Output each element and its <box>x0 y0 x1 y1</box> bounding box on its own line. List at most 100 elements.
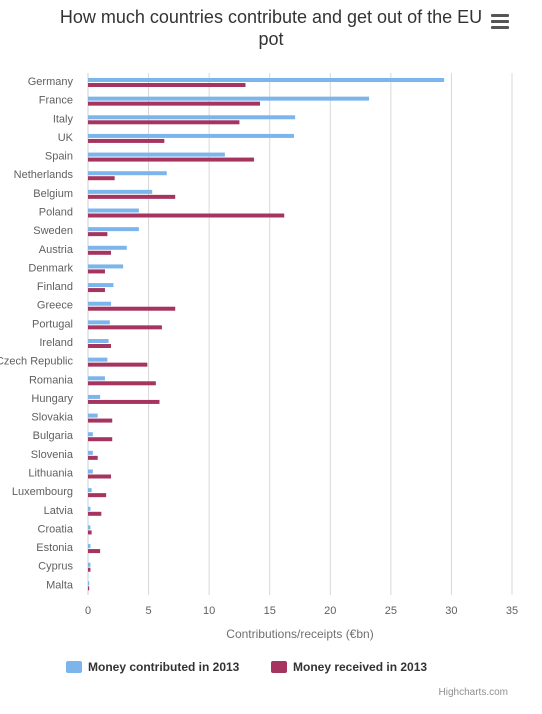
legend-label-received: Money received in 2013 <box>293 660 428 674</box>
bar-contributed-cyprus <box>88 562 91 567</box>
bar-received-austria <box>88 250 112 255</box>
category-label-latvia: Latvia <box>44 505 74 517</box>
chart-title-line-1: How much countries contribute and get ou… <box>59 7 483 27</box>
bar-contributed-slovakia <box>88 413 98 418</box>
bar-received-hungary <box>88 399 160 404</box>
bar-contributed-portugal <box>88 320 110 325</box>
bar-contributed-estonia <box>88 544 91 549</box>
bar-contributed-poland <box>88 208 139 213</box>
category-label-lithuania: Lithuania <box>28 468 74 480</box>
bar-received-france <box>88 101 261 106</box>
category-label-uk: UK <box>58 132 74 144</box>
category-label-sweden: Sweden <box>33 225 73 237</box>
bar-contributed-czech-republic <box>88 357 108 362</box>
category-label-greece: Greece <box>37 300 73 312</box>
bar-contributed-germany <box>88 78 445 82</box>
category-label-malta: Malta <box>46 579 74 591</box>
bar-contributed-croatia <box>88 525 91 530</box>
bar-received-denmark <box>88 269 105 274</box>
bar-received-cyprus <box>88 567 91 572</box>
bar-contributed-greece <box>88 301 112 306</box>
x-tick-label-30: 30 <box>445 605 457 617</box>
bar-contributed-lithuania <box>88 469 93 474</box>
bar-contributed-latvia <box>88 506 91 511</box>
category-label-slovakia: Slovakia <box>31 412 73 424</box>
category-label-estonia: Estonia <box>36 542 74 554</box>
bar-received-netherlands <box>88 176 115 181</box>
bar-received-luxembourg <box>88 493 107 498</box>
category-label-croatia: Croatia <box>38 523 74 535</box>
bar-contributed-romania <box>88 376 105 381</box>
bar-contributed-slovenia <box>88 450 93 455</box>
bar-contributed-hungary <box>88 394 101 399</box>
category-label-hungary: Hungary <box>31 393 73 405</box>
bar-received-ireland <box>88 344 112 348</box>
legend-item-contributed[interactable]: Money contributed in 2013 <box>66 660 239 674</box>
bar-received-lithuania <box>88 474 112 479</box>
bar-contributed-denmark <box>88 264 124 269</box>
bar-received-slovenia <box>88 455 98 460</box>
legend-label-contributed: Money contributed in 2013 <box>88 660 240 674</box>
bar-chart: 0 5 10 15 20 25 30 35 Contributions/receipts (€b… <box>0 73 518 641</box>
x-tick-label-0: 0 <box>85 605 91 617</box>
bar-received-romania <box>88 381 156 386</box>
x-axis-title: Contributions/receipts (€bn) <box>226 627 373 641</box>
bar-contributed-sweden <box>88 227 139 232</box>
category-label-netherlands: Netherlands <box>14 169 74 181</box>
credits-link[interactable]: Highcharts.com <box>438 687 508 698</box>
bar-received-slovakia <box>88 418 113 423</box>
bar-received-spain <box>88 157 254 162</box>
bar-received-uk <box>88 138 165 143</box>
bar-received-malta <box>88 586 90 591</box>
category-label-cyprus: Cyprus <box>38 561 73 573</box>
category-label-poland: Poland <box>39 207 73 219</box>
category-label-bulgaria: Bulgaria <box>33 430 74 442</box>
bar-received-belgium <box>88 194 176 199</box>
legend-swatch-received <box>271 661 287 673</box>
x-tick-label-5: 5 <box>146 605 152 617</box>
bar-received-czech-republic <box>88 362 148 367</box>
x-tick-label-10: 10 <box>203 605 215 617</box>
bar-contributed-france <box>88 96 370 101</box>
bar-contributed-netherlands <box>88 171 167 176</box>
category-label-germany: Germany <box>28 76 74 88</box>
x-tick-label-20: 20 <box>324 605 336 617</box>
bar-contributed-spain <box>88 152 225 157</box>
bar-contributed-bulgaria <box>88 432 93 437</box>
bar-contributed-ireland <box>88 339 109 343</box>
bar-received-italy <box>88 120 240 125</box>
category-label-slovenia: Slovenia <box>31 449 74 461</box>
category-label-portugal: Portugal <box>32 318 73 330</box>
chart-title-line-2: pot <box>258 29 284 49</box>
x-tick-label-25: 25 <box>385 605 397 617</box>
bar-contributed-luxembourg <box>88 488 92 493</box>
bar-received-greece <box>88 306 176 311</box>
legend-item-received[interactable]: Money received in 2013 <box>271 660 427 674</box>
category-label-spain: Spain <box>45 151 73 163</box>
bar-contributed-italy <box>88 115 296 120</box>
category-label-denmark: Denmark <box>28 262 73 274</box>
bar-contributed-austria <box>88 245 127 250</box>
category-label-italy: Italy <box>53 113 74 125</box>
category-label-romania: Romania <box>29 374 74 386</box>
category-label-finland: Finland <box>37 281 73 293</box>
bar-contributed-finland <box>88 283 114 288</box>
category-label-france: France <box>39 95 73 107</box>
hamburger-menu-icon[interactable] <box>488 12 512 32</box>
bar-received-croatia <box>88 530 92 535</box>
bar-received-estonia <box>88 549 101 554</box>
chart-title: How much countries contribute and get ou… <box>0 6 542 50</box>
bar-received-poland <box>88 213 285 218</box>
category-label-austria: Austria <box>39 244 74 256</box>
category-label-belgium: Belgium <box>33 188 73 200</box>
bar-received-sweden <box>88 232 108 237</box>
bar-contributed-malta <box>88 581 90 586</box>
category-label-ireland: Ireland <box>39 337 73 349</box>
bar-contributed-uk <box>88 133 294 138</box>
legend-swatch-contributed <box>66 661 82 673</box>
x-tick-label-15: 15 <box>264 605 276 617</box>
bar-contributed-belgium <box>88 189 153 194</box>
category-label-luxembourg: Luxembourg <box>12 486 73 498</box>
category-label-czech-republic: Czech Republic <box>0 356 73 368</box>
bar-received-germany <box>88 83 246 87</box>
